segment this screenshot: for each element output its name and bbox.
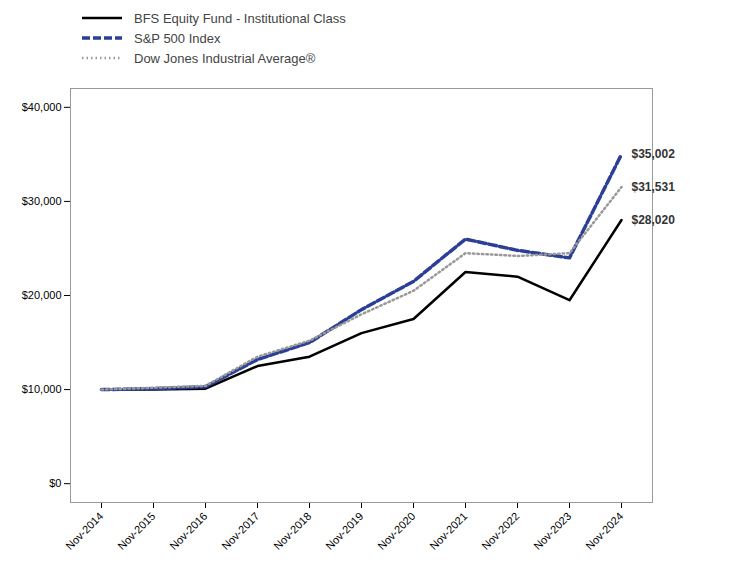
svg-text:Nov-2019: Nov-2019: [323, 510, 365, 552]
svg-text:$40,000: $40,000: [22, 101, 62, 113]
svg-text:Nov-2021: Nov-2021: [427, 510, 469, 552]
svg-text:Nov-2024: Nov-2024: [583, 510, 625, 552]
svg-text:Nov-2023: Nov-2023: [531, 510, 573, 552]
svg-text:Nov-2014: Nov-2014: [63, 510, 105, 552]
html-text:Dow Jones Industrial Average®: Dow Jones Industrial Average®: [134, 50, 316, 66]
svg-text:Nov-2017: Nov-2017: [219, 510, 261, 552]
svg-text:$20,000: $20,000: [22, 289, 62, 301]
svg-text:Nov-2020: Nov-2020: [375, 510, 417, 552]
svg-text:$30,000: $30,000: [22, 195, 62, 207]
svg-text:Nov-2018: Nov-2018: [271, 510, 313, 552]
svg-text:$35,002: $35,002: [632, 147, 676, 161]
svg-text:Nov-2015: Nov-2015: [115, 510, 157, 552]
svg-text:$0: $0: [49, 477, 61, 489]
html-text:S&P 500 Index: S&P 500 Index: [134, 30, 221, 46]
svg-text:$31,531: $31,531: [632, 180, 676, 194]
svg-text:$10,000: $10,000: [22, 383, 62, 395]
html-text:BFS Equity Fund - Institutiona: BFS Equity Fund - Institutional Class: [134, 10, 346, 26]
svg-text:$28,020: $28,020: [632, 213, 676, 227]
svg-text:Nov-2022: Nov-2022: [479, 510, 521, 552]
svg-text:Nov-2016: Nov-2016: [167, 510, 209, 552]
